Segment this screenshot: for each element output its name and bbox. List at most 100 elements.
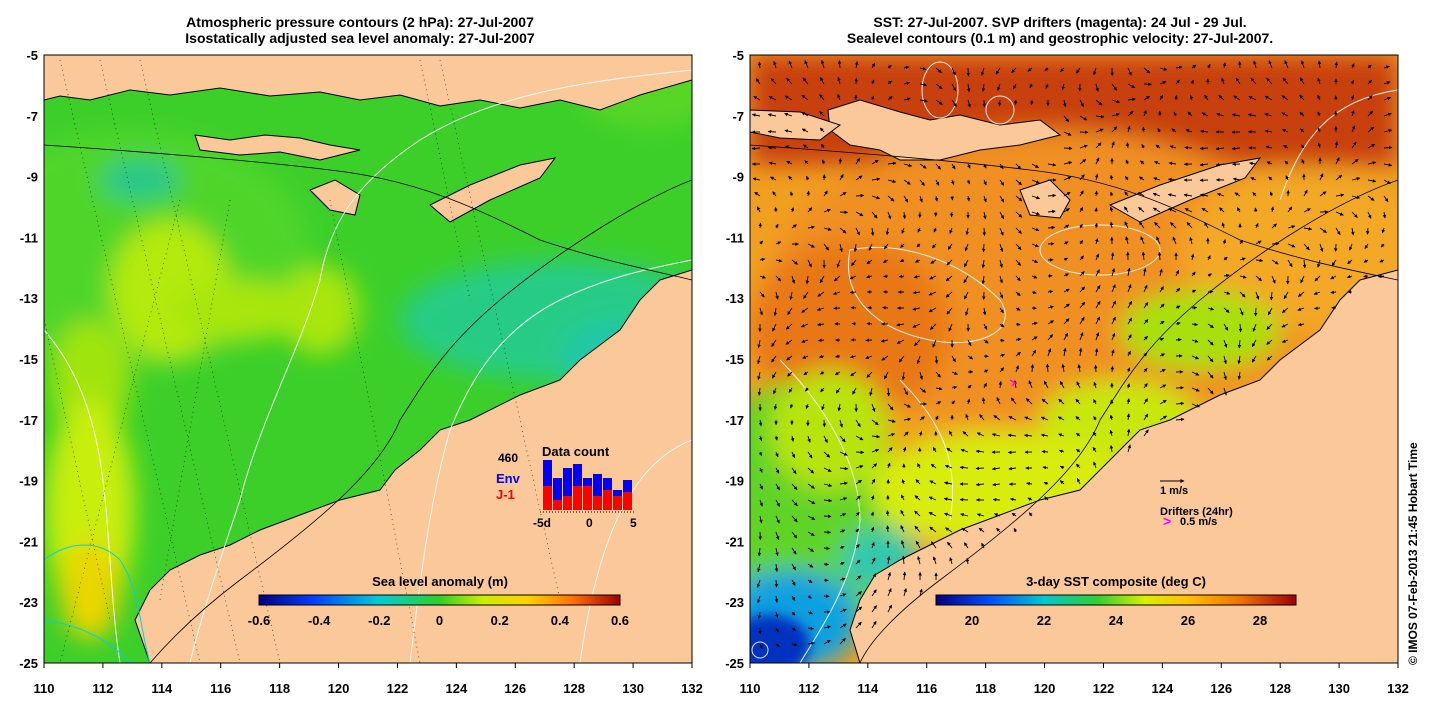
velocity-arrow (935, 401, 942, 405)
velocity-arrow (918, 431, 923, 437)
velocity-arrow (1143, 398, 1148, 405)
velocity-arrow (1127, 300, 1132, 309)
velocity-arrow (839, 451, 848, 456)
velocity-arrow (1331, 259, 1337, 266)
velocity-arrow (1283, 291, 1289, 300)
velocity-arrow (1169, 145, 1177, 149)
velocity-arrow (1303, 189, 1308, 197)
velocity-arrow (1216, 112, 1225, 117)
velocity-arrow (757, 611, 762, 620)
velocity-arrow (751, 146, 761, 151)
left-x-tick-label: 110 (34, 681, 55, 696)
velocity-arrow (1281, 307, 1289, 314)
velocity-arrow (1111, 332, 1116, 341)
velocity-arrow (962, 431, 969, 437)
velocity-arrow (1167, 193, 1177, 197)
velocity-arrow (855, 479, 862, 485)
velocity-arrow (855, 591, 862, 597)
velocity-arrow (866, 259, 873, 265)
velocity-arrow (928, 496, 937, 501)
velocity-arrow (870, 95, 875, 101)
velocity-arrow (901, 479, 906, 485)
velocity-arrow (774, 206, 778, 213)
sla-colorbar-tick: -0.4 (308, 613, 331, 628)
velocity-arrow (1094, 207, 1098, 213)
velocity-arrow (868, 243, 873, 251)
velocity-arrow (791, 483, 798, 491)
velocity-arrow (1351, 158, 1359, 165)
velocity-arrow (887, 447, 893, 453)
credit-text: © IMOS 07-Feb-2013 21:45 Hobart Time (1406, 442, 1420, 665)
velocity-arrow (1079, 190, 1084, 197)
velocity-arrow (823, 467, 832, 472)
velocity-arrow (1061, 83, 1065, 91)
velocity-arrow (1040, 433, 1049, 438)
left-y-tick-label: -17 (19, 413, 38, 428)
velocity-arrow (839, 637, 846, 645)
velocity-arrow (950, 195, 954, 201)
velocity-arrow (1045, 363, 1050, 373)
velocity-arrow (1363, 259, 1369, 263)
velocity-arrow (839, 577, 846, 582)
velocity-arrow (850, 371, 857, 377)
velocity-arrow (1334, 61, 1339, 69)
velocity-arrow (999, 227, 1004, 236)
velocity-arrow (919, 163, 927, 169)
velocity-arrow (912, 307, 921, 311)
velocity-arrow (1111, 126, 1118, 133)
sla-colorbar-tick: 0.4 (551, 613, 570, 628)
velocity-arrow (775, 291, 779, 300)
velocity-arrow (1138, 191, 1145, 197)
velocity-arrow (823, 208, 831, 213)
velocity-arrow (949, 227, 953, 234)
velocity-arrow (807, 259, 812, 268)
sla-colorbar: Sea level anomaly (m) -0.6 -0.4 -0.2 0 0.2 0.… (248, 574, 629, 628)
velocity-arrow (1125, 159, 1130, 165)
velocity-arrow (1076, 477, 1081, 485)
left-y-tick-label: -19 (19, 474, 38, 489)
velocity-arrow (1175, 338, 1182, 342)
velocity-arrow (1200, 193, 1209, 197)
velocity-arrow (929, 480, 937, 485)
velocity-arrow (870, 526, 875, 533)
sst-colorbar-tick: 22 (1037, 613, 1051, 628)
velocity-arrow (1207, 290, 1214, 294)
velocity-arrow (1047, 225, 1056, 230)
velocity-arrow (1015, 365, 1019, 373)
velocity-arrow (1047, 289, 1054, 294)
velocity-arrow (819, 127, 825, 133)
velocity-arrow (1058, 398, 1065, 405)
velocity-arrow (1317, 142, 1322, 149)
velocity-arrow (1200, 129, 1209, 134)
velocity-arrow (933, 227, 937, 233)
velocity-arrow (802, 355, 809, 359)
velocity-arrow (1127, 83, 1136, 89)
velocity-arrow (1317, 127, 1322, 133)
velocity-arrow (999, 353, 1006, 358)
velocity-arrow (1175, 79, 1180, 85)
velocity-arrow (768, 95, 777, 101)
velocity-arrow (1199, 146, 1209, 151)
velocity-arrow (1191, 289, 1197, 294)
velocity-arrow (1015, 211, 1023, 218)
left-y-tick-label: -9 (26, 170, 38, 185)
velocity-arrow (871, 177, 881, 182)
velocity-arrow (914, 495, 921, 501)
velocity-arrow (1031, 163, 1039, 169)
velocity-arrow (1266, 161, 1273, 165)
velocity-arrow (1270, 206, 1275, 213)
velocity-arrow (1126, 398, 1131, 405)
velocity-arrow (1381, 227, 1386, 234)
velocity-arrow (791, 467, 797, 475)
left-map-frame (43, 54, 693, 664)
velocity-arrow (1271, 223, 1277, 229)
velocity-arrow (1251, 355, 1257, 363)
velocity-arrow (935, 163, 941, 170)
velocity-arrow (1010, 397, 1017, 405)
velocity-arrow (982, 227, 987, 237)
velocity-arrow (917, 463, 921, 469)
velocity-arrow (1189, 236, 1193, 245)
velocity-arrow (1093, 461, 1097, 469)
velocity-arrow (966, 179, 971, 185)
